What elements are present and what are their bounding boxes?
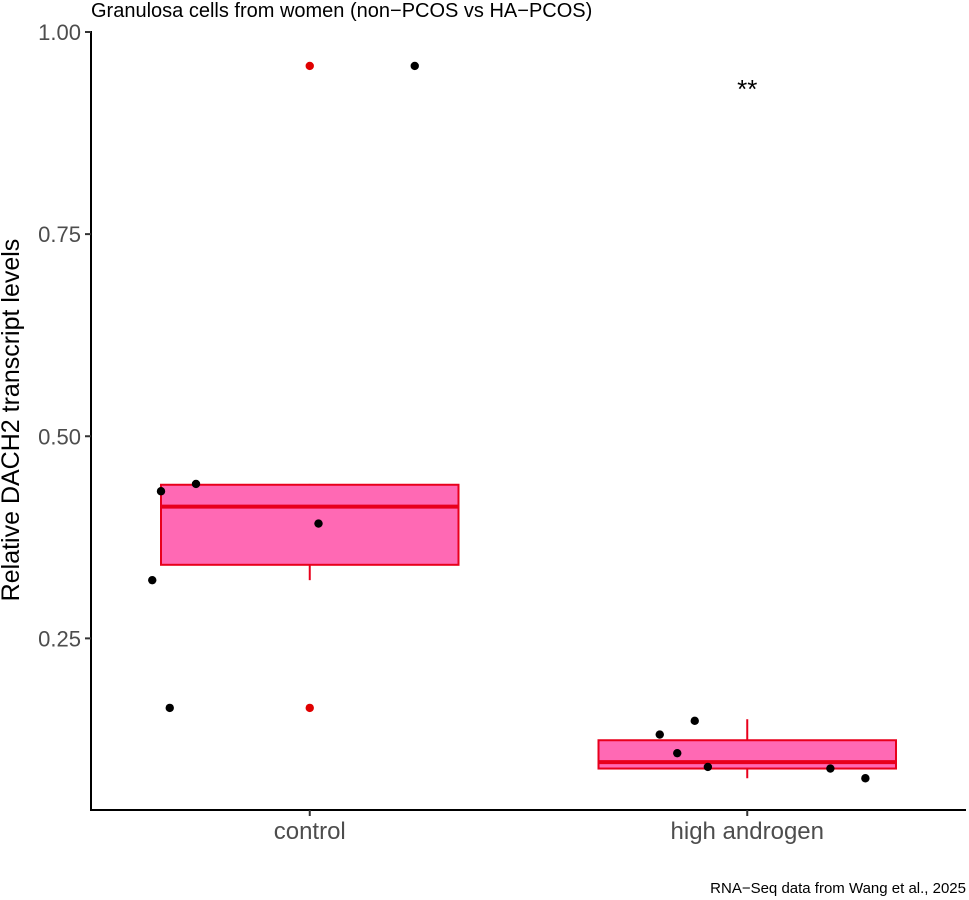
y-tick-label: 1.00 [38, 20, 81, 45]
y-axis-label: Relative DACH2 transcript levels [0, 239, 25, 602]
plot-area: ** [148, 61, 897, 783]
y-tick-label: 0.25 [38, 626, 81, 651]
significance-annotation: ** [737, 74, 757, 104]
data-point [655, 730, 664, 739]
chart-title: Granulosa cells from women (non−PCOS vs … [91, 0, 592, 22]
outlier-point [305, 61, 314, 71]
data-source-caption: RNA−Seq data from Wang et al., 2025 [710, 880, 966, 897]
data-point [690, 716, 699, 726]
data-point [156, 487, 166, 496]
y-tick-label: 0.50 [38, 424, 81, 449]
box-iqr [597, 739, 897, 770]
x-tick-label: high androgen [671, 818, 824, 845]
data-point [191, 479, 201, 489]
data-point [826, 764, 835, 773]
data-point [165, 703, 174, 713]
data-point [148, 575, 157, 585]
box-iqr [160, 483, 460, 566]
data-point [410, 61, 419, 71]
data-point [673, 748, 682, 758]
y-tick-label: 0.75 [38, 222, 81, 247]
data-point [703, 762, 713, 772]
box-high-androgen [597, 719, 897, 779]
data-point [861, 774, 870, 783]
box-control [160, 61, 460, 713]
x-tick-label: control [274, 818, 346, 845]
outlier-point [305, 703, 314, 713]
data-point [314, 519, 323, 528]
